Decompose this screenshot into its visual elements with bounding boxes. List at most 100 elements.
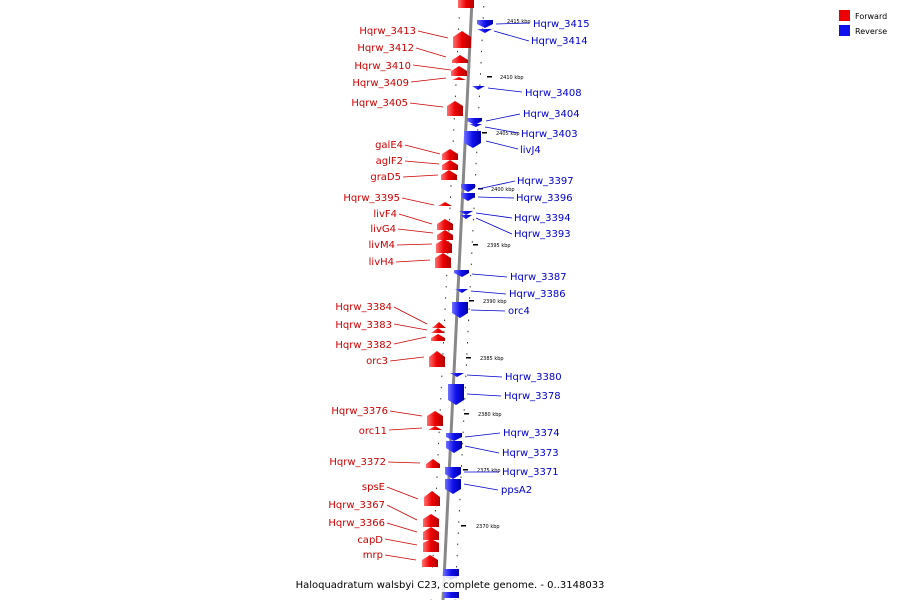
minor-tick bbox=[461, 454, 463, 456]
gene-label[interactable]: Hqrw_3414 bbox=[531, 36, 588, 47]
reverse-gene-arrow[interactable] bbox=[461, 184, 475, 192]
gene-label[interactable]: Hqrw_3387 bbox=[510, 272, 567, 283]
gene-label[interactable]: Hqrw_3403 bbox=[521, 129, 578, 140]
gene-label[interactable]: livH4 bbox=[369, 257, 394, 268]
forward-gene-arrow[interactable] bbox=[423, 514, 439, 527]
forward-gene-arrow[interactable] bbox=[453, 31, 471, 48]
gene-label[interactable]: Hqrw_3415 bbox=[533, 19, 590, 30]
forward-gene-arrow[interactable] bbox=[442, 160, 458, 170]
kbp-tick-mark bbox=[487, 76, 492, 78]
gene-label[interactable]: Hqrw_3383 bbox=[335, 320, 392, 331]
kbp-tick-mark bbox=[461, 525, 466, 527]
forward-gene-arrow[interactable] bbox=[451, 66, 467, 76]
gene-label[interactable]: Hqrw_3380 bbox=[505, 372, 562, 383]
reverse-gene-arrow[interactable] bbox=[446, 441, 462, 453]
forward-gene-arrow[interactable] bbox=[423, 527, 439, 540]
gene-label[interactable]: Hqrw_3404 bbox=[523, 109, 580, 120]
gene-label[interactable]: Hqrw_3371 bbox=[502, 467, 559, 478]
gene-label[interactable]: orc11 bbox=[359, 426, 387, 437]
map-caption: Haloquadratum walsbyi C23, complete geno… bbox=[296, 580, 605, 591]
forward-gene-arrow[interactable] bbox=[435, 253, 451, 268]
reverse-gene-arrow[interactable] bbox=[450, 373, 464, 377]
forward-gene-arrow[interactable] bbox=[428, 426, 442, 430]
minor-tick bbox=[469, 297, 471, 299]
forward-gene-arrow[interactable] bbox=[452, 77, 466, 80]
gene-label[interactable]: Hqrw_3384 bbox=[335, 302, 392, 313]
gene-label[interactable]: mrp bbox=[363, 550, 383, 561]
reverse-gene-arrow[interactable] bbox=[446, 433, 462, 441]
reverse-gene-arrow[interactable] bbox=[445, 479, 461, 494]
forward-gene-arrow[interactable] bbox=[437, 230, 453, 240]
gene-label[interactable]: aglF2 bbox=[376, 156, 403, 167]
reverse-gene-arrow[interactable] bbox=[459, 211, 473, 215]
forward-gene-arrow[interactable] bbox=[447, 101, 463, 116]
forward-gene-arrow[interactable] bbox=[438, 202, 452, 206]
reverse-gene-arrow[interactable] bbox=[443, 592, 459, 598]
reverse-gene-arrow[interactable] bbox=[477, 29, 492, 33]
gene-label[interactable]: galE4 bbox=[375, 140, 403, 151]
gene-label[interactable]: capD bbox=[357, 535, 383, 546]
forward-gene-arrow[interactable] bbox=[422, 555, 438, 567]
kbp-tick-mark bbox=[466, 357, 471, 359]
gene-label[interactable]: livG4 bbox=[370, 224, 396, 235]
forward-gene-arrow[interactable] bbox=[442, 149, 458, 160]
gene-label[interactable]: Hqrw_3386 bbox=[509, 289, 566, 300]
forward-gene-arrow[interactable] bbox=[431, 328, 445, 333]
gene-label[interactable]: Hqrw_3413 bbox=[359, 26, 416, 37]
reverse-gene-arrow[interactable] bbox=[461, 193, 475, 201]
forward-gene-arrow[interactable] bbox=[423, 539, 439, 552]
gene-label[interactable]: Hqrw_3410 bbox=[354, 61, 411, 72]
forward-gene-arrow[interactable] bbox=[441, 170, 457, 180]
gene-label[interactable]: orc3 bbox=[366, 356, 388, 367]
forward-gene-arrow[interactable] bbox=[452, 55, 468, 63]
gene-label[interactable]: Hqrw_3396 bbox=[516, 193, 573, 204]
reverse-gene-arrow[interactable] bbox=[455, 289, 468, 293]
reverse-gene-arrow[interactable] bbox=[452, 302, 468, 318]
reverse-gene-arrow[interactable] bbox=[448, 384, 464, 405]
gene-label[interactable]: Hqrw_3373 bbox=[502, 448, 559, 459]
gene-label[interactable]: Hqrw_3378 bbox=[504, 391, 561, 402]
reverse-gene-arrow[interactable] bbox=[460, 215, 472, 219]
gene-label[interactable]: Hqrw_3395 bbox=[343, 193, 400, 204]
forward-gene-arrow[interactable] bbox=[424, 491, 440, 506]
minor-tick bbox=[448, 230, 450, 232]
forward-gene-arrow[interactable] bbox=[427, 411, 443, 426]
reverse-gene-arrow[interactable] bbox=[454, 270, 469, 277]
gene-label[interactable]: spsE bbox=[362, 482, 385, 493]
gene-label[interactable]: orc4 bbox=[508, 306, 530, 317]
gene-label[interactable]: Hqrw_3405 bbox=[351, 98, 408, 109]
reverse-gene-arrow[interactable] bbox=[445, 467, 461, 479]
gene-label[interactable]: livF4 bbox=[373, 209, 397, 220]
gene-label[interactable]: Hqrw_3412 bbox=[357, 43, 414, 54]
reverse-gene-arrow[interactable] bbox=[469, 124, 482, 127]
reverse-gene-arrow[interactable] bbox=[477, 20, 493, 28]
reverse-gene-arrow[interactable] bbox=[464, 131, 481, 148]
gene-label[interactable]: ppsA2 bbox=[501, 485, 532, 496]
gene-label[interactable]: Hqrw_3394 bbox=[514, 213, 571, 224]
gene-label[interactable]: livM4 bbox=[369, 240, 395, 251]
forward-gene-arrow[interactable] bbox=[426, 459, 440, 468]
minor-tick bbox=[441, 375, 443, 378]
minor-tick bbox=[457, 532, 459, 534]
gene-label[interactable]: Hqrw_3409 bbox=[352, 78, 409, 89]
gene-label[interactable]: Hqrw_3408 bbox=[525, 88, 582, 99]
gene-label[interactable]: Hqrw_3382 bbox=[335, 340, 392, 351]
gene-label[interactable]: graD5 bbox=[370, 172, 401, 183]
kbp-tick-label: 2415 kbp bbox=[507, 19, 531, 25]
forward-gene-arrow[interactable] bbox=[436, 239, 452, 253]
gene-label[interactable]: Hqrw_3367 bbox=[328, 500, 385, 511]
gene-label[interactable]: Hqrw_3397 bbox=[517, 176, 574, 187]
forward-gene-arrow[interactable] bbox=[437, 219, 453, 230]
forward-gene-arrow[interactable] bbox=[432, 322, 446, 328]
forward-gene-arrow[interactable] bbox=[429, 351, 445, 367]
gene-label[interactable]: Hqrw_3372 bbox=[329, 457, 386, 468]
forward-gene-arrow[interactable] bbox=[458, 0, 474, 8]
reverse-gene-arrow[interactable] bbox=[472, 86, 485, 90]
gene-label[interactable]: Hqrw_3366 bbox=[328, 518, 385, 529]
gene-label[interactable]: livJ4 bbox=[520, 145, 541, 156]
gene-label[interactable]: Hqrw_3376 bbox=[331, 406, 388, 417]
gene-label[interactable]: Hqrw_3374 bbox=[503, 428, 560, 439]
forward-gene-arrow[interactable] bbox=[431, 334, 445, 341]
reverse-gene-arrow[interactable] bbox=[467, 118, 482, 125]
gene-label[interactable]: Hqrw_3393 bbox=[514, 229, 571, 240]
